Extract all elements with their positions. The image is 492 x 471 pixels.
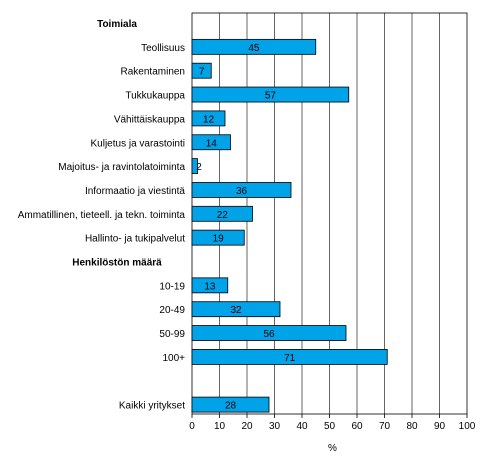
category-label: Ammatillinen, tieteell. ja tekn. toimint… bbox=[18, 210, 186, 221]
bar bbox=[191, 396, 270, 413]
bar bbox=[191, 301, 281, 318]
bar-value-label: 2 bbox=[196, 162, 202, 173]
bar-value-label: 28 bbox=[225, 401, 237, 412]
category-label: Vähittäiskauppa bbox=[114, 114, 186, 125]
bar bbox=[191, 134, 231, 151]
bars: 45 7 57 12 14 2 36 22 19 13 32 56 71 28 bbox=[191, 38, 388, 413]
x-tick-label: 60 bbox=[351, 421, 363, 432]
bar-value-label: 56 bbox=[263, 329, 275, 340]
bar-value-label: 12 bbox=[203, 114, 215, 125]
bar bbox=[191, 182, 292, 198]
x-tick-label: 80 bbox=[406, 421, 418, 432]
x-tick-label: 50 bbox=[324, 421, 336, 432]
bar bbox=[191, 62, 212, 79]
grid-lines bbox=[219, 13, 440, 414]
category-label: 10-19 bbox=[159, 281, 185, 292]
x-tick-label: 10 bbox=[214, 421, 226, 432]
bar bbox=[191, 38, 317, 55]
category-label: Teollisuus bbox=[141, 43, 185, 54]
group-header: Henkilöstön määrä bbox=[72, 258, 162, 269]
category-label: Hallinto- ja tukipalvelut bbox=[85, 234, 185, 245]
category-label: Majoitus- ja ravintolatoiminta bbox=[58, 162, 185, 173]
bar-value-label: 71 bbox=[284, 353, 296, 364]
category-label: 20-49 bbox=[159, 305, 185, 316]
x-tick-label: 0 bbox=[189, 421, 195, 432]
x-tick-label: 40 bbox=[296, 421, 308, 432]
x-tick-label: 70 bbox=[379, 421, 391, 432]
bar-value-label: 57 bbox=[265, 91, 277, 102]
category-label: 100+ bbox=[162, 353, 185, 364]
category-label: 50-99 bbox=[159, 329, 185, 340]
bar bbox=[191, 86, 350, 103]
category-labels: Toimiala Teollisuus Rakentaminen Tukkukaupp… bbox=[18, 19, 186, 412]
bar-value-label: 32 bbox=[230, 305, 242, 316]
bar-value-label: 36 bbox=[236, 186, 248, 197]
category-label: Tukkukauppa bbox=[125, 91, 185, 102]
category-label: Kuljetus ja varastointi bbox=[91, 138, 186, 149]
bar-value-label: 14 bbox=[206, 138, 218, 149]
bar-value-label: 13 bbox=[204, 281, 216, 292]
bar-value-label: 45 bbox=[248, 43, 260, 54]
bar-value-label: 7 bbox=[199, 67, 205, 78]
bar bbox=[191, 205, 253, 222]
bar bbox=[191, 277, 229, 294]
bar bbox=[191, 158, 198, 175]
bar bbox=[191, 229, 245, 246]
x-axis-ticks: 0 10 20 30 40 50 60 70 80 90 100 bbox=[189, 414, 476, 432]
group-header: Toimiala bbox=[97, 19, 137, 30]
bar bbox=[191, 325, 347, 341]
x-tick-label: 90 bbox=[434, 421, 446, 432]
category-label: Informaatio ja viestintä bbox=[85, 186, 185, 197]
category-label: Kaikki yritykset bbox=[119, 401, 185, 412]
bar bbox=[191, 348, 388, 365]
category-label: Rakentaminen bbox=[121, 67, 185, 78]
x-axis-label: % bbox=[328, 443, 337, 454]
x-tick-label: 100 bbox=[459, 421, 476, 432]
bar-value-label: 19 bbox=[213, 234, 225, 245]
x-tick-label: 30 bbox=[269, 421, 281, 432]
bar-value-label: 22 bbox=[217, 210, 229, 221]
x-tick-label: 20 bbox=[241, 421, 253, 432]
bar bbox=[191, 110, 226, 127]
